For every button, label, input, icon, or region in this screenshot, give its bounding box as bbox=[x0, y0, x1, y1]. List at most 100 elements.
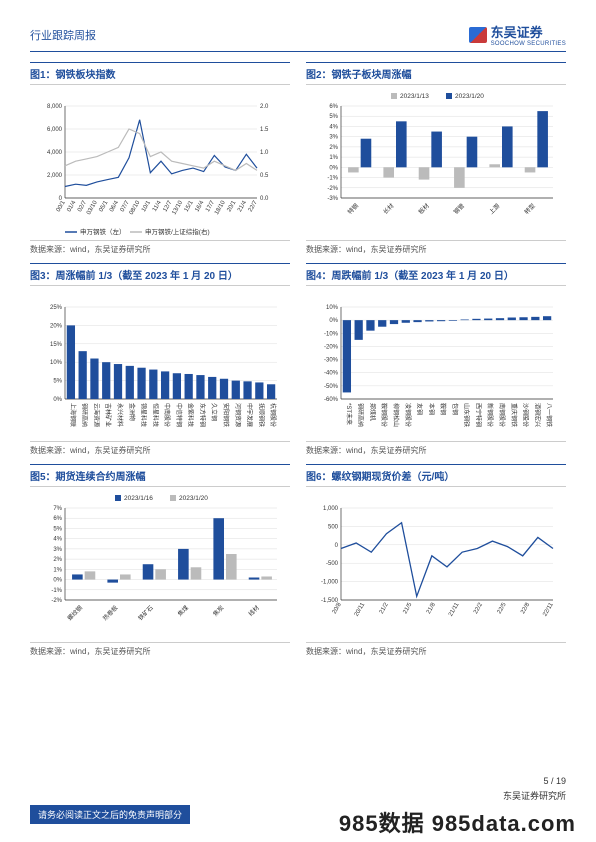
svg-text:7%: 7% bbox=[53, 506, 62, 512]
chart-source: 数据来源：wind，东吴证券研究所 bbox=[30, 642, 290, 657]
svg-text:22/8: 22/8 bbox=[520, 601, 531, 615]
svg-text:4%: 4% bbox=[329, 124, 338, 130]
svg-text:郑煤机: 郑煤机 bbox=[368, 403, 376, 421]
svg-text:15/1: 15/1 bbox=[184, 199, 195, 213]
svg-text:鞍钢: 鞍钢 bbox=[439, 403, 447, 415]
svg-text:东方特钢: 东方特钢 bbox=[198, 403, 206, 427]
svg-text:20/1: 20/1 bbox=[226, 199, 237, 213]
svg-text:2023/1/20: 2023/1/20 bbox=[455, 93, 484, 100]
svg-text:凌钢股份: 凌钢股份 bbox=[404, 403, 412, 427]
svg-text:22/5: 22/5 bbox=[497, 601, 508, 615]
svg-text:八一钢铁: 八一钢铁 bbox=[545, 403, 553, 427]
svg-text:21/8: 21/8 bbox=[426, 601, 437, 615]
chart-title: 图2：钢铁子板块周涨幅 bbox=[306, 62, 566, 85]
svg-text:河钢资源: 河钢资源 bbox=[234, 403, 242, 427]
svg-text:21/4: 21/4 bbox=[237, 199, 248, 213]
svg-text:永兴材料: 永兴材料 bbox=[116, 403, 124, 427]
svg-text:5%: 5% bbox=[53, 526, 62, 532]
svg-text:1.5: 1.5 bbox=[260, 127, 269, 133]
svg-text:-1,000: -1,000 bbox=[321, 580, 339, 586]
svg-text:特钢: 特钢 bbox=[346, 202, 360, 216]
svg-text:柳钢松山: 柳钢松山 bbox=[392, 403, 400, 427]
svg-text:-3%: -3% bbox=[327, 196, 338, 202]
svg-text:南钢股份: 南钢股份 bbox=[498, 403, 506, 427]
svg-text:本钢: 本钢 bbox=[427, 403, 435, 415]
page-number: 5 / 19 bbox=[543, 776, 566, 786]
svg-text:吉林矿业: 吉林矿业 bbox=[104, 403, 112, 427]
svg-text:-2%: -2% bbox=[327, 186, 338, 192]
svg-text:3%: 3% bbox=[329, 135, 338, 141]
svg-text:久立钢: 久立钢 bbox=[210, 403, 218, 421]
svg-text:中宇发展: 中宇发展 bbox=[246, 403, 254, 427]
svg-text:2%: 2% bbox=[53, 557, 62, 563]
svg-text:*ST未来: *ST未来 bbox=[345, 403, 353, 425]
svg-text:酒钢宏兴: 酒钢宏兴 bbox=[533, 403, 541, 427]
svg-text:鞍钢股份: 鞍钢股份 bbox=[380, 403, 388, 427]
chart-title: 图5：期货连续合约周涨幅 bbox=[30, 464, 290, 487]
svg-text:10%: 10% bbox=[326, 305, 339, 311]
svg-text:沙钢股份: 沙钢股份 bbox=[522, 403, 530, 427]
svg-text:6,000: 6,000 bbox=[47, 127, 63, 133]
chart-2: 图2：钢铁子板块周涨幅 -3%-2%-1%0%1%2%3%4%5%6%特钢长材板… bbox=[306, 62, 566, 255]
svg-text:18/10: 18/10 bbox=[214, 199, 227, 216]
chart-title: 图4：周跌幅前 1/3（截至 2023 年 1 月 20 日） bbox=[306, 263, 566, 286]
svg-text:0: 0 bbox=[335, 543, 339, 549]
svg-text:申万钢铁/上证综指(右): 申万钢铁/上证综指(右) bbox=[145, 227, 210, 236]
svg-text:-1%: -1% bbox=[51, 588, 62, 594]
svg-text:500: 500 bbox=[328, 524, 339, 530]
svg-text:21/11: 21/11 bbox=[448, 601, 461, 617]
svg-text:0%: 0% bbox=[53, 578, 62, 584]
svg-text:15%: 15% bbox=[50, 342, 63, 348]
svg-text:-1%: -1% bbox=[327, 176, 338, 182]
chart-6: 图6：螺纹钢期现货价差（元/吨） -1,500-1,000-50005001,0… bbox=[306, 464, 566, 657]
chart-title: 图6：螺纹钢期现货价差（元/吨） bbox=[306, 464, 566, 487]
chart-source: 数据来源：wind，东吴证券研究所 bbox=[306, 642, 566, 657]
svg-text:06/4: 06/4 bbox=[109, 199, 120, 213]
svg-text:08/10: 08/10 bbox=[129, 199, 142, 216]
footer-firm: 东吴证券研究所 bbox=[503, 789, 566, 802]
svg-text:4%: 4% bbox=[53, 537, 62, 543]
svg-text:03/10: 03/10 bbox=[86, 199, 99, 216]
svg-text:螺纹钢: 螺纹钢 bbox=[66, 604, 84, 622]
svg-text:-30%: -30% bbox=[324, 358, 339, 364]
chart-source: 数据来源：wind，东吴证券研究所 bbox=[306, 240, 566, 255]
svg-text:申万钢铁（左）: 申万钢铁（左） bbox=[80, 227, 126, 236]
svg-text:-60%: -60% bbox=[324, 397, 339, 403]
svg-text:11/4: 11/4 bbox=[152, 199, 163, 212]
svg-text:热卷板: 热卷板 bbox=[101, 604, 119, 622]
watermark: 985数据 985data.com bbox=[339, 806, 576, 838]
svg-text:中信特钢: 中信特钢 bbox=[175, 403, 183, 427]
svg-text:2,000: 2,000 bbox=[47, 173, 63, 179]
svg-text:13/10: 13/10 bbox=[171, 199, 184, 216]
svg-text:2%: 2% bbox=[329, 145, 338, 151]
svg-text:21/2: 21/2 bbox=[379, 601, 390, 615]
svg-text:锦星科技: 锦星科技 bbox=[140, 403, 148, 427]
svg-text:5%: 5% bbox=[53, 379, 62, 385]
page-header: 行业跟踪周报 东吴证券 SOOCHOW SECURITIES bbox=[30, 22, 566, 52]
svg-text:21/5: 21/5 bbox=[402, 601, 413, 615]
svg-text:2023/1/16: 2023/1/16 bbox=[124, 495, 153, 502]
chart-source: 数据来源：wind，东吴证券研究所 bbox=[30, 441, 290, 456]
chart-source: 数据来源：wind，东吴证券研究所 bbox=[306, 441, 566, 456]
svg-text:焦煤: 焦煤 bbox=[176, 604, 190, 618]
svg-text:-50%: -50% bbox=[324, 384, 339, 390]
svg-text:-40%: -40% bbox=[324, 371, 339, 377]
svg-text:5%: 5% bbox=[329, 114, 338, 120]
svg-text:云海资源: 云海资源 bbox=[92, 403, 100, 427]
svg-text:包钢: 包钢 bbox=[451, 403, 459, 415]
svg-text:6%: 6% bbox=[329, 104, 338, 110]
svg-text:重庆钢铁: 重庆钢铁 bbox=[510, 403, 518, 427]
svg-text:-20%: -20% bbox=[324, 344, 339, 350]
svg-text:10%: 10% bbox=[50, 360, 63, 366]
svg-text:22/7: 22/7 bbox=[248, 199, 259, 213]
svg-text:板材: 板材 bbox=[417, 202, 431, 216]
logo-cn: 东吴证券 bbox=[491, 22, 566, 41]
chart-5: 图5：期货连续合约周涨幅 -2%-1%0%1%2%3%4%5%6%7%螺纹钢热卷… bbox=[30, 464, 290, 657]
logo-en: SOOCHOW SECURITIES bbox=[491, 41, 566, 47]
svg-text:线材: 线材 bbox=[247, 604, 261, 618]
svg-text:钢管: 钢管 bbox=[452, 202, 466, 216]
chart-source: 数据来源：wind，东吴证券研究所 bbox=[30, 240, 290, 255]
svg-text:恒星科技: 恒星科技 bbox=[151, 403, 159, 427]
svg-text:上海钢联: 上海钢联 bbox=[69, 403, 77, 427]
svg-text:20%: 20% bbox=[50, 323, 63, 329]
